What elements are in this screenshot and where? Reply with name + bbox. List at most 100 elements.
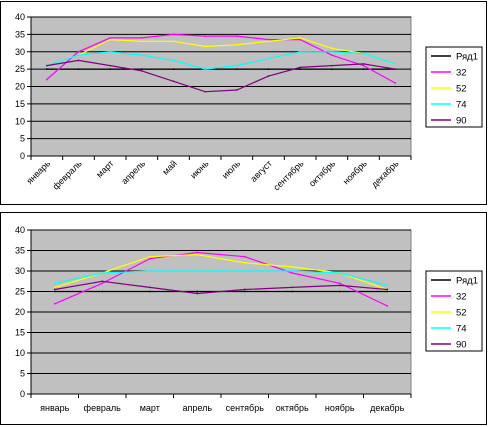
x-tick-label: май xyxy=(160,158,179,177)
data-point xyxy=(196,290,199,293)
data-point xyxy=(243,261,246,264)
y-tick-label: 40 xyxy=(15,12,25,22)
data-point xyxy=(53,290,56,293)
x-tick-label: март xyxy=(94,158,115,179)
data-point xyxy=(109,50,112,53)
series-line-52 xyxy=(46,37,396,67)
data-point xyxy=(45,78,48,81)
legend xyxy=(425,46,483,128)
data-point xyxy=(330,47,333,50)
y-tick-label: 10 xyxy=(15,116,25,126)
y-tick-label: 30 xyxy=(15,266,25,276)
x-tick-label: апрель xyxy=(182,403,212,413)
data-point xyxy=(196,292,199,295)
data-point xyxy=(204,45,207,48)
y-tick-label: 25 xyxy=(15,64,25,74)
x-tick-label: ноябрь xyxy=(341,158,369,186)
data-point xyxy=(299,38,302,41)
data-point xyxy=(394,63,397,65)
data-point xyxy=(109,36,112,39)
data-point xyxy=(394,82,397,84)
data-point xyxy=(148,270,151,272)
data-point xyxy=(235,35,238,38)
data-point xyxy=(386,304,389,307)
y-tick-label: 0 xyxy=(20,389,25,399)
data-point xyxy=(330,64,333,67)
legend-label: 32 xyxy=(456,292,467,303)
data-point xyxy=(299,36,302,39)
data-point xyxy=(338,272,341,274)
data-point xyxy=(386,290,389,293)
data-point xyxy=(291,266,294,268)
data-point xyxy=(140,68,143,71)
data-point xyxy=(77,68,80,71)
data-point xyxy=(196,251,199,254)
series-line-74 xyxy=(46,51,396,70)
y-tick-label: 20 xyxy=(15,307,25,317)
data-point xyxy=(148,290,151,293)
series-line-32 xyxy=(54,251,388,307)
data-point xyxy=(386,284,389,287)
data-point xyxy=(53,286,56,289)
chart-panel-1: 0 5 10 15 20 25 30 35 40 январь февраль март апрель м… xyxy=(0,1,487,205)
data-point xyxy=(267,40,270,43)
data-point xyxy=(140,36,143,39)
series-line-90 xyxy=(46,59,396,93)
x-tick-label: февраль xyxy=(84,403,121,413)
x-tick-label: сентябрь xyxy=(271,158,305,192)
series-line-74 xyxy=(54,270,388,286)
x-tick-label: июнь xyxy=(188,158,210,180)
data-point xyxy=(362,68,365,71)
line-chart-2: 0 5 10 15 20 25 30 35 40 январь февраль март апрель с… xyxy=(15,225,483,413)
data-point xyxy=(140,54,143,57)
data-point xyxy=(204,68,207,71)
data-point xyxy=(386,288,389,291)
data-point xyxy=(267,57,270,60)
data-point xyxy=(77,59,80,62)
y-tick-label: 5 xyxy=(20,369,25,379)
data-point xyxy=(53,302,56,305)
y-tick-label: 10 xyxy=(15,348,25,358)
data-point xyxy=(148,255,151,258)
data-point xyxy=(172,33,175,36)
y-tick-label: 35 xyxy=(15,246,25,256)
data-point xyxy=(204,90,207,93)
data-point xyxy=(291,290,294,293)
data-point xyxy=(243,290,246,293)
y-tick-label: 15 xyxy=(15,99,25,109)
x-tick-label: январь xyxy=(40,403,70,413)
data-point xyxy=(338,282,341,285)
series-line-52 xyxy=(54,253,388,291)
data-point xyxy=(53,288,56,291)
data-point xyxy=(101,282,104,285)
x-tick-label: ноябрь xyxy=(325,403,355,413)
series-line-90 xyxy=(54,280,388,295)
y-tick-label: 5 xyxy=(20,134,25,144)
data-point xyxy=(235,43,238,46)
y-tick-label: 30 xyxy=(15,47,25,57)
data-point xyxy=(101,272,104,274)
data-point xyxy=(291,272,294,274)
x-tick-label: январь xyxy=(25,158,53,186)
data-point xyxy=(148,286,151,289)
data-point xyxy=(243,255,246,258)
y-tick-label: 25 xyxy=(15,287,25,297)
x-tick-label: август xyxy=(248,158,274,184)
series-line-32 xyxy=(46,33,396,84)
data-point xyxy=(109,38,112,41)
data-point xyxy=(53,282,56,285)
x-tick-label: сентябрь xyxy=(226,403,265,413)
x-tick-label: апрель xyxy=(119,158,147,186)
legend-label: 52 xyxy=(456,84,467,95)
legend-label: Ряд1 xyxy=(456,52,478,63)
data-point xyxy=(140,40,143,43)
data-point xyxy=(45,68,48,71)
data-point xyxy=(172,80,175,83)
data-point xyxy=(172,40,175,43)
legend-label: 52 xyxy=(456,308,467,319)
legend-label: Ряд1 xyxy=(456,276,478,287)
data-point xyxy=(338,290,341,293)
data-point xyxy=(362,63,365,65)
legend-label: 74 xyxy=(456,100,467,111)
x-tick-label: июль xyxy=(220,158,243,181)
